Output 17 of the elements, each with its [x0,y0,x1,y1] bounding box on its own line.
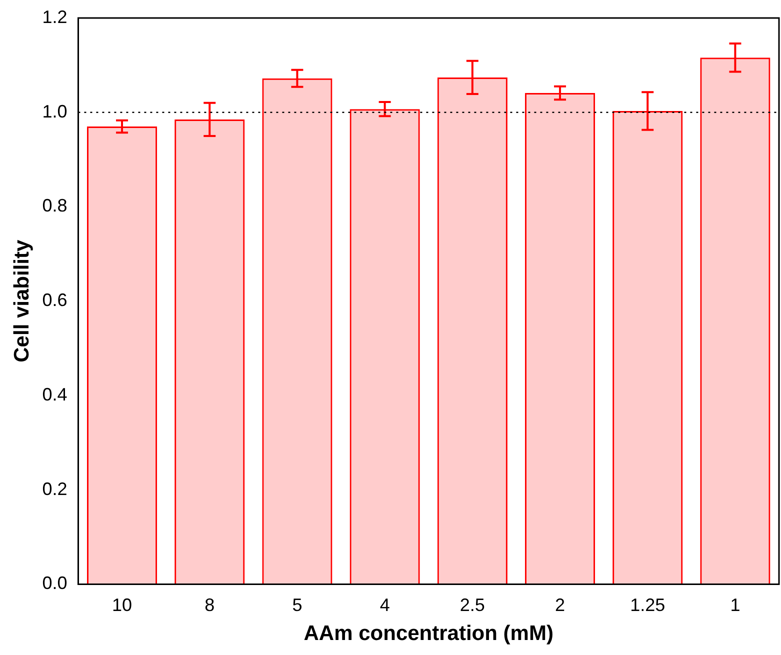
y-tick-label: 0.6 [42,290,68,310]
x-tick-label: 1.25 [630,594,666,615]
x-tick-label: 2.5 [460,594,485,615]
y-tick-label: 0.4 [42,384,68,404]
x-axis-title: AAm concentration (mM) [304,622,554,646]
y-tick-label: 0.0 [42,573,68,594]
y-tick-label: 1.0 [42,101,68,122]
y-tick-label: 1.2 [42,6,68,27]
x-tick-label: 1 [730,594,740,615]
x-tick-label: 2 [555,594,566,615]
x-tick-label: 4 [380,594,390,615]
y-tick-label: 0.2 [42,478,68,499]
y-axis-title: Cell viability [10,240,34,362]
y-tick-label: 0.8 [42,196,68,216]
x-tick-label: 8 [204,594,215,615]
x-tick-label: 10 [112,594,132,615]
x-tick-label: 5 [292,594,302,615]
